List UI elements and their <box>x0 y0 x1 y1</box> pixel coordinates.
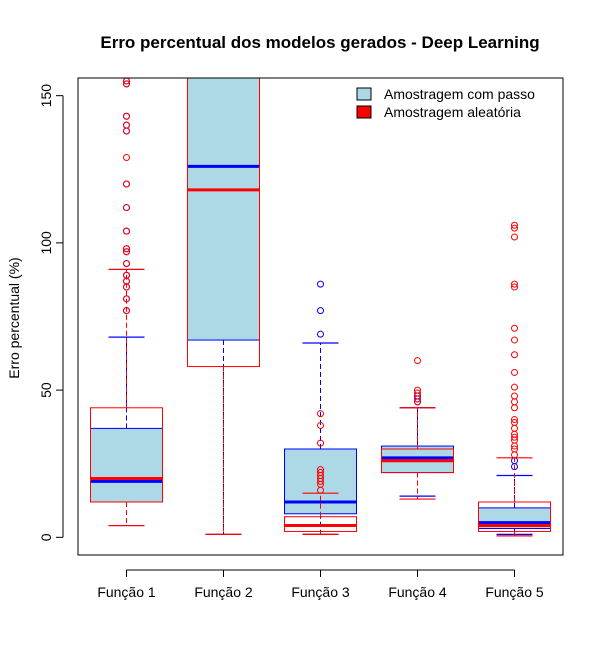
outlier-point <box>511 280 518 288</box>
outlier-point <box>123 245 130 253</box>
x-tick-label: Função 4 <box>388 584 447 600</box>
y-axis-label: Erro percentual (%) <box>6 257 22 378</box>
legend-label: Amostragem com passo <box>384 86 535 102</box>
outlier-point <box>511 221 518 229</box>
outlier-point <box>511 324 518 332</box>
outlier-point <box>123 112 130 120</box>
outlier-point <box>317 466 324 474</box>
chart-title: Erro percentual dos modelos gerados - De… <box>100 33 539 52</box>
box-4 <box>381 357 454 500</box>
y-tick-label: 150 <box>38 84 54 108</box>
outlier-point <box>414 389 421 397</box>
x-tick-label: Função 5 <box>485 584 544 600</box>
outlier-point <box>414 386 421 394</box>
box-iqr <box>90 427 163 503</box>
outlier-point <box>317 280 324 288</box>
outlier-point <box>123 204 130 212</box>
series-amostragem-com-passo <box>90 78 551 535</box>
outlier-point <box>317 469 324 477</box>
y-tick-label: 100 <box>38 231 54 255</box>
y-tick-label: 50 <box>38 382 54 398</box>
x-tick-label: Função 3 <box>291 584 350 600</box>
outlier-point <box>511 233 518 241</box>
legend-entry: Amostragem com passo <box>356 86 535 102</box>
box-2 <box>187 78 260 535</box>
y-tick-label: 0 <box>38 533 54 541</box>
outlier-point <box>123 78 130 85</box>
outlier-point <box>511 351 518 359</box>
outlier-point <box>414 398 421 406</box>
outlier-point <box>123 154 130 161</box>
legend-label: Amostragem aleatória <box>384 104 521 120</box>
outlier-point <box>414 357 421 365</box>
plot-inner <box>90 78 551 537</box>
outlier-point <box>317 439 324 447</box>
outlier-point <box>511 424 518 432</box>
outlier-point <box>123 271 130 279</box>
outlier-point <box>511 392 518 400</box>
outlier-point <box>511 398 518 406</box>
outlier-point <box>123 80 130 88</box>
outlier-point <box>511 224 518 232</box>
outlier-point <box>123 227 130 235</box>
legend-swatch <box>356 87 372 101</box>
outlier-point <box>123 180 130 188</box>
series-amostragem-aleatoria <box>90 78 551 537</box>
legend: Amostragem com passo Amostragem aleatória <box>356 86 535 120</box>
x-tick-label: Função 1 <box>97 584 156 600</box>
box-2 <box>187 78 260 535</box>
outlier-point <box>511 451 518 459</box>
outlier-point <box>123 248 130 256</box>
legend-entry: Amostragem aleatória <box>356 104 521 120</box>
outlier-point <box>123 307 130 315</box>
outlier-point <box>123 127 130 135</box>
box-1 <box>90 78 163 527</box>
outlier-point <box>511 336 518 344</box>
outlier-point <box>317 421 324 429</box>
outlier-point <box>511 368 518 376</box>
outlier-point <box>317 330 324 338</box>
outlier-point <box>511 445 518 453</box>
outlier-point <box>123 121 130 129</box>
outlier-point <box>511 383 518 391</box>
box-iqr <box>187 78 260 341</box>
outlier-point <box>511 283 518 291</box>
outlier-point <box>317 410 324 418</box>
outlier-point <box>511 416 518 424</box>
box-5 <box>478 221 551 537</box>
outlier-point <box>317 307 324 315</box>
box-iqr <box>90 407 163 503</box>
box-iqr <box>187 78 260 368</box>
box-3 <box>284 410 357 535</box>
outlier-point <box>123 260 130 267</box>
outlier-point <box>123 295 130 303</box>
x-tick-label: Função 2 <box>194 584 253 600</box>
box-iqr <box>478 501 551 532</box>
outlier-point <box>511 404 518 412</box>
outlier-point <box>511 419 518 426</box>
plot-area: 0 50 100 150 Função 1 Função 2 Função 3 Função … <box>38 77 564 600</box>
plot-frame <box>77 77 564 556</box>
outlier-point <box>511 433 518 441</box>
legend-swatch <box>356 105 372 119</box>
